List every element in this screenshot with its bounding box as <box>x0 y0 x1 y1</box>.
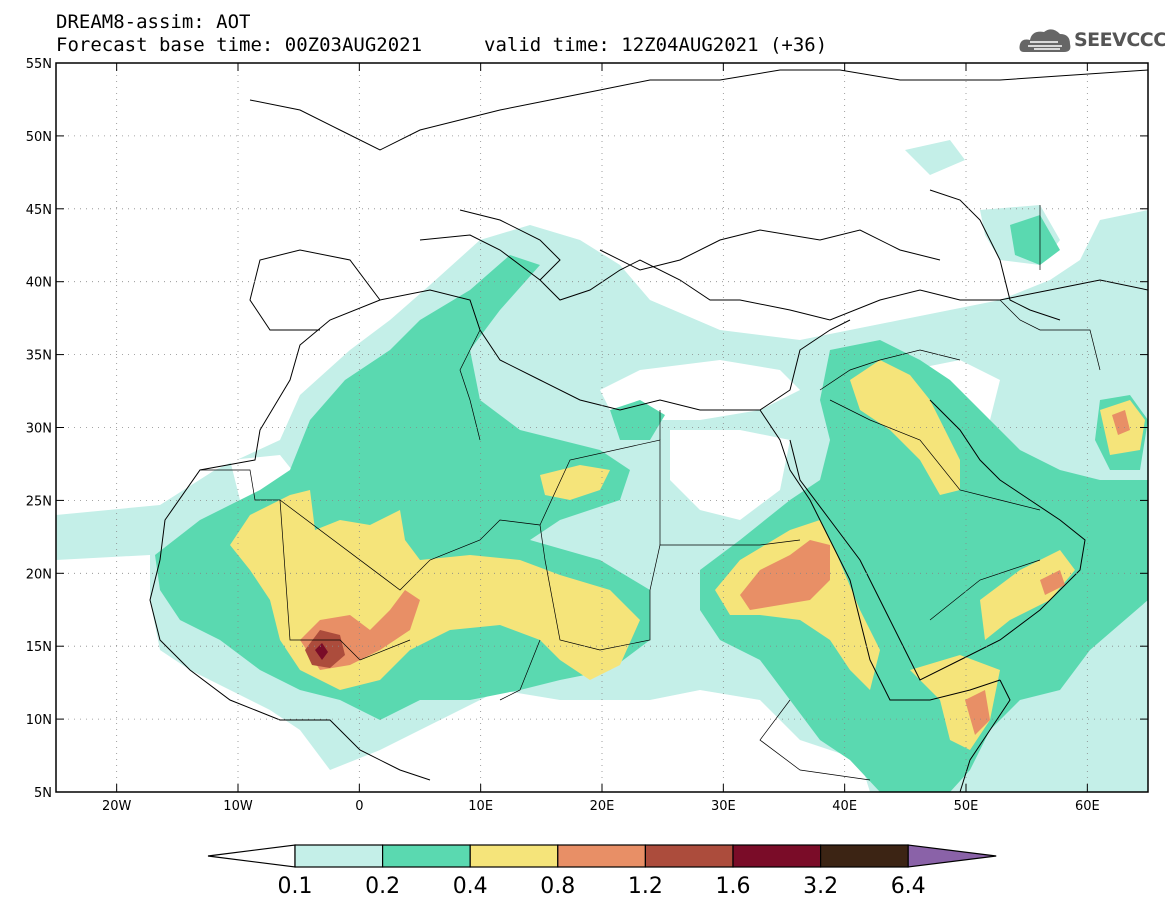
aot-band-04-sudan <box>715 520 880 690</box>
country-borders <box>200 205 1101 781</box>
lat-label: 10N <box>26 713 52 728</box>
lon-label: 60E <box>1075 799 1100 814</box>
lat-axis: 5N 10N 15N 20N 25N 30N 35N 40N 45N 50N 55N <box>26 57 52 801</box>
lon-label: 20W <box>102 799 132 814</box>
lon-label: 50E <box>954 799 979 814</box>
title-line-2: Forecast base time: 00Z03AUG2021 <box>56 34 423 56</box>
colorbar-arrow-low <box>207 844 296 868</box>
aot-band-08-sudan <box>740 540 830 610</box>
aot-band-04-arabia <box>910 550 1075 750</box>
title-line-1: DREAM8-assim: AOT <box>56 11 251 33</box>
lat-label: 20N <box>26 567 52 582</box>
colorbar-box <box>469 844 559 868</box>
lat-label: 45N <box>26 203 52 218</box>
valid-time: valid time: 12Z04AUG2021 (+36) <box>484 34 828 56</box>
cloud-icon <box>1019 29 1071 52</box>
colorbar-labels: 0.1 0.2 0.4 0.8 1.2 1.6 3.2 6.4 <box>278 874 926 899</box>
lat-label: 50N <box>26 130 52 145</box>
colorbar-label: 1.2 <box>628 874 663 899</box>
lat-label: 25N <box>26 494 52 509</box>
lon-label: 10E <box>468 799 493 814</box>
colorbar-label: 0.8 <box>540 874 575 899</box>
lat-label: 40N <box>26 276 52 291</box>
lon-label: 0 <box>355 799 363 814</box>
aot-band-02-east <box>700 340 1148 792</box>
colorbar-label: 0.4 <box>453 874 488 899</box>
lat-label: 5N <box>34 786 52 801</box>
colorbar-arrow-high <box>907 844 997 868</box>
lat-label: 35N <box>26 349 52 364</box>
seevccc-logo: SEEVCCC <box>1074 29 1165 51</box>
aot-band-04-iraq <box>850 360 960 495</box>
lon-label: 20E <box>590 799 615 814</box>
coastlines <box>149 69 1148 792</box>
colorbar-box <box>294 844 384 868</box>
colorbar-label: 0.2 <box>365 874 400 899</box>
colorbar-boxes <box>207 844 997 868</box>
aot-band-02-libya <box>610 400 665 440</box>
colorbar-label: 0.1 <box>278 874 313 899</box>
map-grid <box>56 63 1148 792</box>
aot-band-08-horn <box>965 410 1130 735</box>
colorbar-box <box>819 844 909 868</box>
clear-area-2 <box>670 430 790 520</box>
lon-label: 30E <box>711 799 736 814</box>
colorbar-label: 1.6 <box>716 874 751 899</box>
lat-label: 55N <box>26 57 52 72</box>
clear-area-1 <box>600 360 800 420</box>
lat-label: 15N <box>26 640 52 655</box>
colorbar-label: 3.2 <box>803 874 838 899</box>
colorbar-box <box>644 844 734 868</box>
axis-ticks <box>56 62 1148 793</box>
colorbar-label: 6.4 <box>891 874 926 899</box>
lon-label: 40E <box>832 799 857 814</box>
colorbar-box <box>557 844 646 868</box>
aot-band-04-egypt <box>540 465 610 500</box>
aot-band-16 <box>315 643 328 660</box>
lon-axis: 20W 10W 0 10E 20E 30E 40E 50E 60E <box>102 799 1100 814</box>
colorbar-box <box>382 844 471 868</box>
lat-label: 30N <box>26 422 52 437</box>
lon-label: 10W <box>223 799 253 814</box>
colorbar-box <box>732 844 822 868</box>
